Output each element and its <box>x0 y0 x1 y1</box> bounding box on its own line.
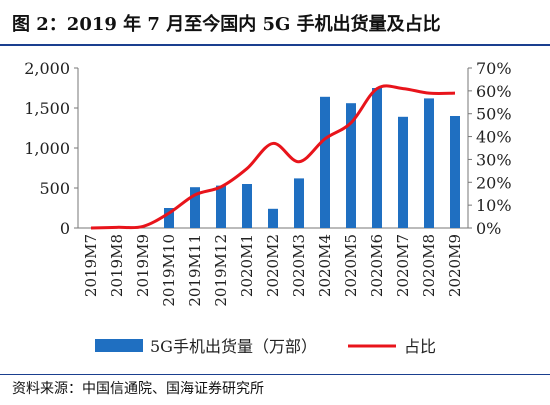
left-axis-tick-label: 2,000 <box>24 59 70 78</box>
source-note: 资料来源：中国信通院、国海证券研究所 <box>12 381 264 397</box>
x-axis-tick-label: 2019M8 <box>108 234 126 297</box>
x-axis-tick-label: 2020M8 <box>420 234 438 297</box>
x-axis-tick-label: 2020M2 <box>264 234 282 297</box>
right-axis-tick-label: 30% <box>476 150 512 169</box>
bar <box>372 88 382 228</box>
x-axis-tick-label: 2019M7 <box>82 234 100 297</box>
legend-bar-label: 5G手机出货量（万部） <box>150 337 317 356</box>
bar <box>450 116 460 228</box>
bar <box>424 98 434 229</box>
share-line <box>90 84 456 230</box>
bar <box>216 185 226 228</box>
x-axis-tick-label: 2020M6 <box>368 234 386 297</box>
x-axis-tick-label: 2020M1 <box>238 234 256 297</box>
x-axis-tick-label: 2019M9 <box>134 234 152 297</box>
figure-title: 图 2：2019 年 7 月至今国内 5G 手机出货量及占比 <box>12 14 441 35</box>
combo-chart: 0 500 1,000 1,500 2,000 0% 10% 20% 30% 40% 50% 60% 7… <box>24 59 512 356</box>
bar <box>346 103 356 228</box>
x-axis-tick-label: 2020M3 <box>290 234 308 297</box>
figure-header: 图 2：2019 年 7 月至今国内 5G 手机出货量及占比 <box>0 0 550 44</box>
right-axis-tick-label: 20% <box>476 173 512 192</box>
bar <box>320 96 330 228</box>
right-axis-tick-label: 40% <box>476 128 512 147</box>
right-axis-tick-label: 10% <box>476 196 512 215</box>
left-axis-tick-label: 500 <box>39 179 70 198</box>
top-rule <box>0 44 550 46</box>
x-axis-tick-label: 2020M4 <box>316 234 334 297</box>
bar <box>242 184 252 228</box>
bar <box>190 187 200 228</box>
x-axis-tick-label: 2020M5 <box>342 234 360 297</box>
left-axis-tick-label: 1,000 <box>24 139 70 158</box>
bar <box>164 208 174 228</box>
legend-line-label: 占比 <box>404 337 436 356</box>
left-axis-tick-label: 0 <box>60 219 70 238</box>
right-axis-tick-label: 0% <box>476 219 501 238</box>
x-axis-tick-label: 2020M7 <box>394 234 412 297</box>
chart-area: 0 500 1,000 1,500 2,000 0% 10% 20% 30% 40% 50% 60% 7… <box>0 46 550 374</box>
legend-bar-swatch <box>95 339 143 352</box>
x-axis-tick-label: 2019M12 <box>212 234 230 307</box>
bottom-rule <box>0 374 550 375</box>
right-axis-tick-label: 70% <box>476 59 512 78</box>
x-axis-tick-label: 2019M11 <box>186 234 204 307</box>
right-axis-tick-label: 50% <box>476 105 512 124</box>
bar <box>294 178 304 228</box>
x-axis-tick-label: 2019M10 <box>160 234 178 307</box>
x-axis-tick-label: 2020M9 <box>446 234 464 297</box>
right-axis-tick-label: 60% <box>476 82 512 101</box>
bar <box>398 116 408 228</box>
left-axis-tick-label: 1,500 <box>24 99 70 118</box>
bar <box>268 208 278 228</box>
